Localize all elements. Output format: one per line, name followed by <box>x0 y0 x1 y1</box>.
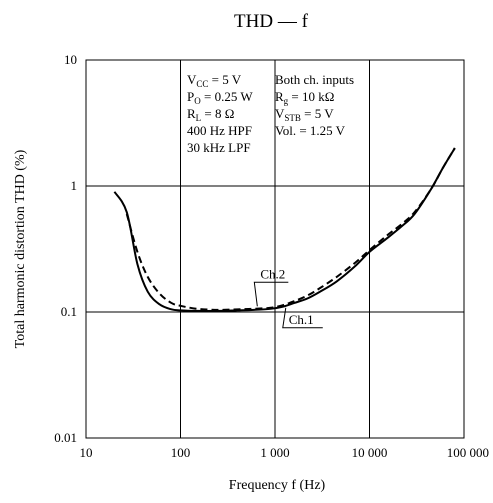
condition-text: Both ch. inputs <box>275 72 354 87</box>
x-axis-label: Frequency f (Hz) <box>229 478 326 493</box>
condition-text: 30 kHz LPF <box>187 140 251 155</box>
y-tick-label: 0.1 <box>61 304 77 319</box>
x-tick-label: 100 <box>171 445 191 460</box>
y-tick-label: 1 <box>71 178 78 193</box>
x-tick-label: 100 000 <box>447 445 489 460</box>
condition-text: RL = 8 Ω <box>187 106 234 123</box>
x-tick-label: 10 000 <box>352 445 388 460</box>
callout-label-ch-2: Ch.2 <box>260 266 285 281</box>
grid <box>86 60 464 438</box>
callout-leader-ch-2 <box>253 281 289 307</box>
condition-text: Rg = 10 kΩ <box>275 89 334 106</box>
condition-text: 400 Hz HPF <box>187 123 252 138</box>
condition-text: Vol. = 1.25 V <box>275 123 346 138</box>
condition-text: VCC = 5 V <box>187 72 242 89</box>
tick-labels: 10 100 1 000 10 000 100 000 0.01 0.1 1 10 <box>54 52 489 460</box>
series-group <box>113 147 456 312</box>
series-callouts: Ch.2 Ch.1 <box>253 266 323 329</box>
series-line-ch-2 <box>125 147 456 311</box>
series-line-ch-1 <box>113 147 456 312</box>
condition-text: VSTB = 5 V <box>275 106 334 123</box>
chart-title: THD — f <box>234 11 309 32</box>
y-tick-label: 10 <box>64 52 77 67</box>
x-tick-label: 1 000 <box>260 445 289 460</box>
x-tick-label: 10 <box>80 445 93 460</box>
callout-leader-ch-1 <box>282 307 323 329</box>
condition-text: PO = 0.25 W <box>187 89 253 106</box>
y-tick-label: 0.01 <box>54 430 77 445</box>
callout-label-ch-1: Ch.1 <box>289 312 314 327</box>
plot-frame <box>85 59 465 439</box>
y-axis-label: Total harmonic distortion THD (%) <box>13 149 28 348</box>
